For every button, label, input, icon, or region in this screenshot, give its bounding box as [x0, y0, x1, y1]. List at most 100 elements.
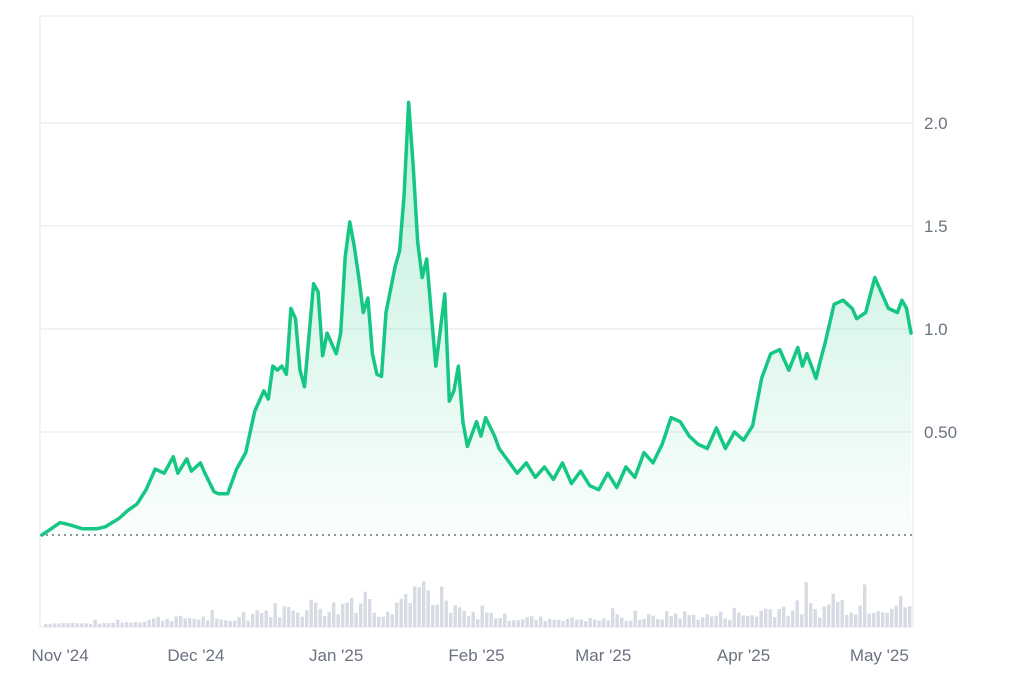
volume-bar — [552, 619, 556, 627]
volume-bar — [633, 610, 637, 627]
volume-bar — [287, 606, 291, 627]
volume-bar — [336, 614, 340, 627]
volume-bar — [143, 621, 147, 627]
volume-bar — [683, 611, 687, 627]
volume-bar — [602, 618, 606, 627]
volume-bar — [138, 622, 142, 627]
volume-bar — [53, 623, 57, 627]
volume-bar — [777, 609, 781, 627]
price-area — [42, 102, 911, 536]
volume-bar — [219, 619, 223, 627]
volume-bar — [93, 619, 97, 627]
volume-bar — [831, 593, 835, 627]
y-tick-label: 1.0 — [924, 320, 948, 339]
volume-bar — [773, 617, 777, 627]
volume-bar — [678, 618, 682, 627]
volume-bar — [714, 615, 718, 627]
volume-bar — [705, 614, 709, 627]
volume-bar — [845, 615, 849, 627]
volume-bar — [426, 590, 430, 627]
volume-bar — [759, 610, 763, 627]
volume-bar — [593, 619, 597, 627]
volume-bar — [660, 619, 664, 627]
volume-bar — [273, 603, 277, 627]
volume-bar — [881, 612, 885, 627]
volume-bar — [125, 622, 129, 627]
volume-bar — [48, 623, 52, 627]
volume-bar — [480, 605, 484, 627]
volume-bar — [543, 620, 547, 627]
volume-bar — [476, 619, 480, 627]
volume-bar — [377, 616, 381, 627]
volume-bar — [782, 606, 786, 627]
volume-bar — [822, 606, 826, 627]
volume-bar — [111, 622, 115, 627]
volume-bar — [197, 619, 201, 627]
volume-bar — [359, 603, 363, 627]
volume-bar — [269, 617, 273, 627]
volume-bar — [120, 622, 124, 627]
volume-bar — [386, 611, 390, 627]
volume-bar — [260, 613, 264, 627]
volume-bar — [440, 586, 444, 627]
volume-bar — [183, 618, 187, 627]
volume-bar — [368, 599, 372, 627]
volume-bar — [579, 619, 583, 627]
volume-bar — [606, 620, 610, 627]
volume-bar — [557, 619, 561, 627]
volume-bar — [512, 620, 516, 627]
volume-bar — [665, 611, 669, 627]
volume-bar — [899, 596, 903, 627]
volume-bar — [66, 623, 70, 627]
volume-bar — [872, 612, 876, 627]
volume-bar — [435, 604, 439, 627]
volume-bar — [80, 623, 84, 627]
volume-bar — [647, 614, 651, 627]
volume-bar — [521, 619, 525, 627]
volume-bar — [242, 612, 246, 627]
volume-bar — [381, 616, 385, 627]
volume-bar — [629, 620, 633, 627]
volume-bar — [530, 616, 534, 627]
volume-bar — [201, 616, 205, 627]
volume-bar — [498, 618, 502, 627]
volume-bar — [345, 602, 349, 627]
volume-bar — [755, 616, 759, 627]
volume-bar — [795, 600, 799, 627]
volume-bar — [62, 622, 66, 627]
volume-bar — [836, 602, 840, 627]
volume-bar — [750, 615, 754, 627]
volume-bar — [534, 619, 538, 627]
volume-bar — [732, 607, 736, 627]
volume-bar — [314, 602, 318, 627]
volume-bar — [102, 623, 106, 627]
volume-bar — [561, 621, 565, 627]
volume-bar — [300, 616, 304, 627]
volume-bar — [539, 616, 543, 627]
volume-bar — [611, 608, 615, 627]
volume-bar — [84, 623, 88, 627]
volume-bar — [746, 615, 750, 627]
volume-bar — [305, 610, 309, 627]
volume-bar — [152, 618, 156, 627]
volume-bar — [363, 591, 367, 627]
volume-bar — [813, 609, 817, 627]
volume-bar — [431, 604, 435, 627]
volume-bar — [422, 581, 426, 627]
volume-bar — [354, 613, 358, 627]
volume-bar — [134, 621, 138, 627]
volume-bar — [669, 616, 673, 627]
volume-bar — [584, 621, 588, 627]
volume-bar — [404, 594, 408, 627]
volume-bar — [827, 604, 831, 627]
volume-bar — [651, 615, 655, 627]
volume-bar — [116, 619, 120, 627]
volume-bar — [156, 616, 160, 627]
volume-bar — [786, 616, 790, 627]
volume-bar — [516, 620, 520, 627]
volume-bar — [170, 621, 174, 627]
volume-bar — [588, 617, 592, 627]
volume-bar — [570, 617, 574, 627]
x-tick-label: Apr '25 — [717, 646, 770, 665]
